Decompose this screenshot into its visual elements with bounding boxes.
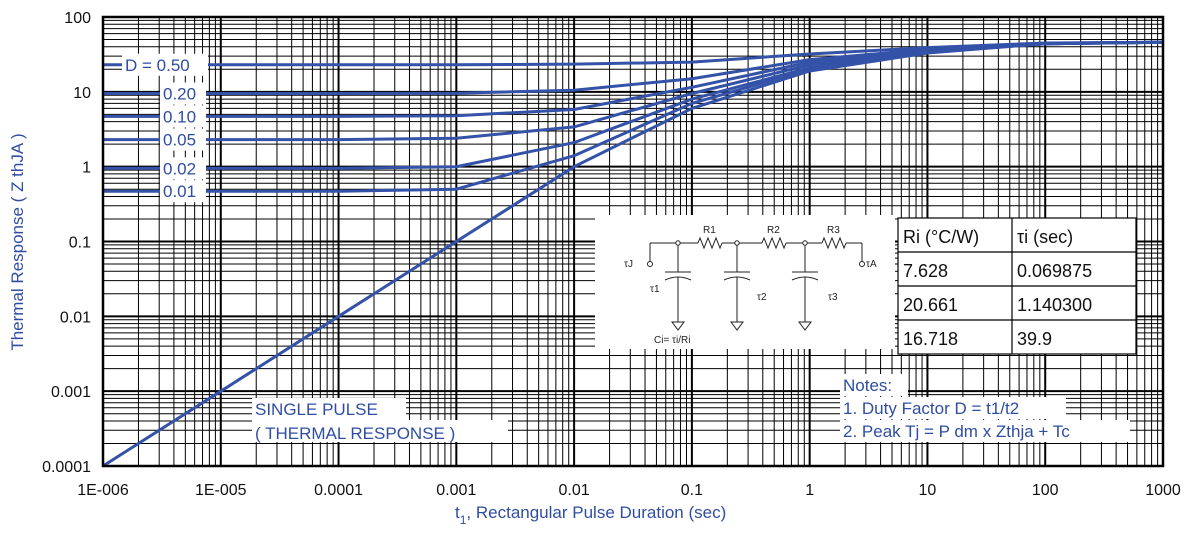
y-tick-label: 0.1 xyxy=(69,235,91,252)
y-axis-title: Thermal Response ( Z thJA ) xyxy=(8,133,27,350)
tau-a-label: τA xyxy=(866,259,877,270)
thermal-response-label: ( THERMAL RESPONSE ) xyxy=(255,424,455,443)
x-tick-label: 1E-005 xyxy=(195,482,247,499)
y-tick-label: 100 xyxy=(64,10,91,27)
x-tick-label: 0.001 xyxy=(436,482,476,499)
table-header-tau: τi (sec) xyxy=(1017,227,1073,247)
table-header-ri: Ri (°C/W) xyxy=(903,227,979,247)
series-line xyxy=(103,42,1163,168)
x-tick-label: 0.1 xyxy=(681,482,703,499)
series-label: 0.01 xyxy=(163,182,196,201)
series-label: 0.05 xyxy=(163,131,196,150)
x-axis-title: t1, Rectangular Pulse Duration (sec) xyxy=(455,503,726,527)
tau-3-label: τ3 xyxy=(828,292,838,303)
x-tick-label: 1E-006 xyxy=(77,482,129,499)
table-cell-ri-3: 16.718 xyxy=(903,329,958,349)
series-label: 0.10 xyxy=(163,107,196,126)
notes-title: Notes: xyxy=(843,376,892,395)
x-tick-label: 10 xyxy=(919,482,937,499)
note-duty-factor: 1. Duty Factor D = t1/t2 xyxy=(843,399,1019,418)
x-tick-label: 1000 xyxy=(1145,482,1181,499)
table-cell-tau-2: 1.140300 xyxy=(1017,295,1092,315)
tau-1-label: τ1 xyxy=(650,284,660,295)
x-tick-label: 1 xyxy=(805,482,814,499)
thermal-rc-table: Ri (°C/W) τi (sec) 7.628 0.069875 20.661… xyxy=(898,218,1136,354)
r3-label: R3 xyxy=(827,225,840,236)
x-tick-label: 0.0001 xyxy=(314,482,363,499)
series-label: 0.02 xyxy=(163,159,196,178)
r2-label: R2 xyxy=(767,225,780,236)
x-tick-label: 0.01 xyxy=(559,482,590,499)
tau-j-label: τJ xyxy=(624,259,633,270)
x-tick-label: 100 xyxy=(1032,482,1059,499)
r1-label: R1 xyxy=(703,225,716,236)
series-label: 0.20 xyxy=(163,85,196,104)
single-pulse-annotation: SINGLE PULSE ( THERMAL RESPONSE ) xyxy=(252,398,508,443)
y-tick-label: 0.0001 xyxy=(42,459,91,476)
table-cell-ri-2: 20.661 xyxy=(903,295,958,315)
tau-2-label: τ2 xyxy=(757,292,767,303)
series-line xyxy=(103,42,1163,116)
y-tick-label: 0.01 xyxy=(60,309,91,326)
y-tick-label: 0.001 xyxy=(51,384,91,401)
y-tick-label: 1 xyxy=(82,160,91,177)
ci-formula: Ci= τi/Ri xyxy=(654,335,690,346)
table-cell-ri-1: 7.628 xyxy=(903,261,948,281)
series-label: D = 0.50 xyxy=(125,56,190,75)
series-line xyxy=(103,42,1163,93)
single-pulse-label: SINGLE PULSE xyxy=(255,400,378,419)
table-cell-tau-3: 39.9 xyxy=(1017,329,1052,349)
y-tick-label: 10 xyxy=(73,85,91,102)
rc-network-diagram: τJ τA R1 R2 R3 τ1 τ2 τ3 Ci= τi/Ri xyxy=(595,215,895,349)
note-peak-tj: 2. Peak Tj = P dm x Zthja + Tc xyxy=(843,422,1070,441)
table-cell-tau-1: 0.069875 xyxy=(1017,261,1092,281)
